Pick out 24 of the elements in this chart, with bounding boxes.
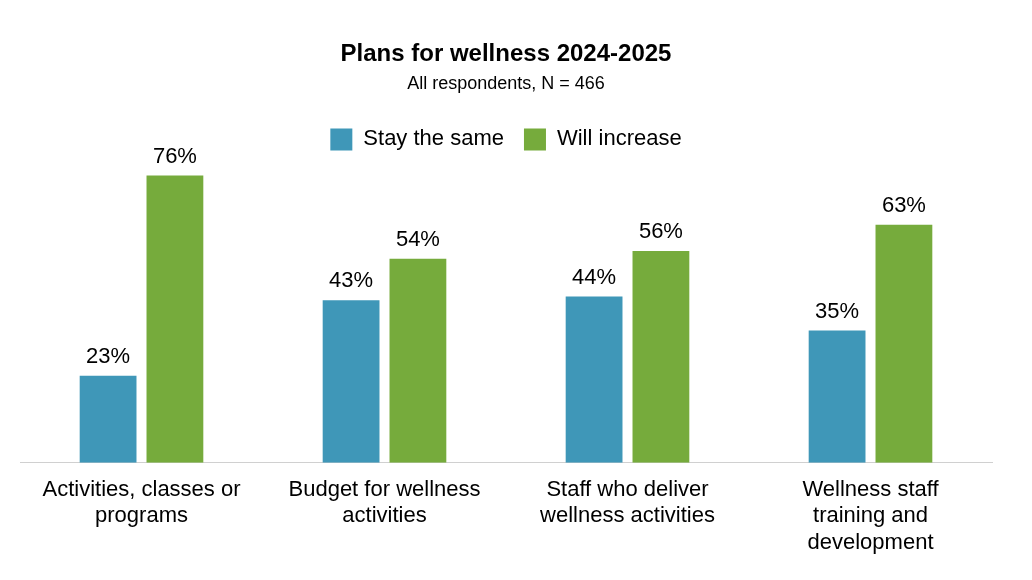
bar bbox=[389, 258, 447, 463]
bar bbox=[808, 330, 866, 463]
x-tick-label: Wellness staff training and development bbox=[802, 476, 940, 554]
legend-label: Will increase bbox=[556, 125, 682, 151]
data-label: 43% bbox=[329, 267, 374, 293]
bar bbox=[146, 175, 204, 463]
data-label: 54% bbox=[395, 225, 440, 251]
bar bbox=[632, 251, 690, 463]
x-tick-label: Activities, classes or programs bbox=[42, 476, 241, 528]
data-label: 56% bbox=[638, 218, 683, 244]
data-label: 44% bbox=[572, 263, 617, 289]
bar bbox=[79, 375, 137, 463]
bar bbox=[875, 224, 933, 463]
chart-subtitle: All respondents, N = 466 bbox=[407, 72, 605, 93]
bar bbox=[322, 300, 380, 463]
x-tick-label: Staff who deliver wellness activities bbox=[539, 476, 715, 528]
data-label: 63% bbox=[881, 191, 926, 217]
bar bbox=[565, 296, 623, 463]
data-label: 23% bbox=[86, 342, 131, 368]
chart-title: Plans for wellness 2024-2025 bbox=[340, 39, 672, 67]
legend-label: Stay the same bbox=[363, 125, 504, 151]
data-label: 35% bbox=[815, 297, 860, 323]
data-label: 76% bbox=[152, 142, 197, 168]
x-tick-label: Budget for wellness activities bbox=[288, 476, 481, 528]
